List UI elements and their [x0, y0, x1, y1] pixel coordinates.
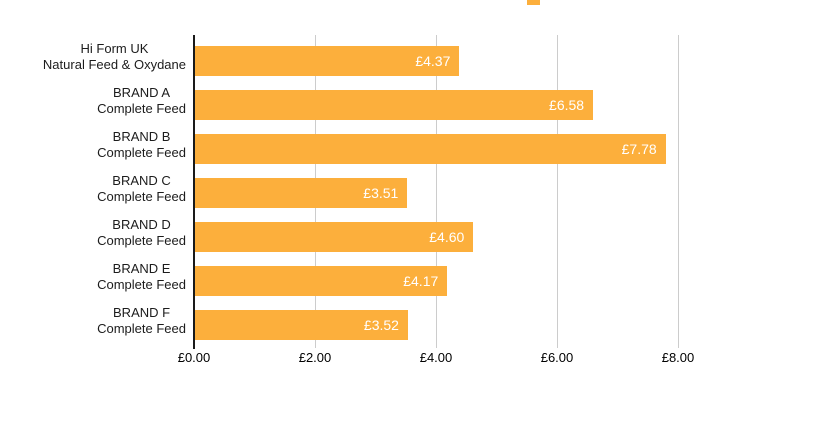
legend-swatch: [527, 0, 540, 5]
gridline: [557, 35, 558, 348]
x-axis-tick-label: £0.00: [177, 350, 211, 365]
category-label-lines: BRAND F Complete Feed: [97, 305, 186, 336]
category-label: BRAND A Complete Feed: [0, 79, 186, 123]
x-axis-tick-label: £8.00: [661, 350, 695, 365]
bar: £7.78: [195, 134, 666, 164]
bar-value-label: £4.60: [429, 229, 465, 245]
category-label-lines: BRAND E Complete Feed: [97, 261, 186, 292]
category-label: BRAND F Complete Feed: [0, 299, 186, 343]
x-axis-tick-label: £6.00: [540, 350, 574, 365]
category-label: BRAND B Complete Feed: [0, 123, 186, 167]
bar-value-label: £6.58: [549, 97, 585, 113]
bar-value-label: £3.52: [363, 317, 399, 333]
bar-value-label: £4.37: [415, 53, 451, 69]
bar-value-label: £3.51: [363, 185, 399, 201]
category-label-lines: BRAND A Complete Feed: [97, 85, 186, 116]
category-label-lines: Hi Form UK Natural Feed & Oxydane: [42, 41, 186, 72]
bar: £4.60: [195, 222, 474, 252]
x-axis-tick-label: £2.00: [298, 350, 332, 365]
bar: £3.52: [195, 310, 408, 340]
category-label-lines: BRAND D Complete Feed: [97, 217, 186, 248]
bar-value-label: £7.78: [621, 141, 657, 157]
category-label: BRAND E Complete Feed: [0, 255, 186, 299]
category-label: BRAND D Complete Feed: [0, 211, 186, 255]
y-axis-baseline: [193, 35, 195, 349]
bar: £4.17: [195, 266, 448, 296]
gridline: [436, 35, 437, 348]
x-axis-tick-label: £4.00: [419, 350, 453, 365]
bar: £3.51: [195, 178, 408, 208]
gridline: [678, 35, 679, 348]
category-label-lines: BRAND C Complete Feed: [97, 173, 186, 204]
bar: £4.37: [195, 46, 460, 76]
bar-value-label: £4.17: [403, 273, 439, 289]
category-label: Hi Form UK Natural Feed & Oxydane: [0, 35, 186, 79]
bar: £6.58: [195, 90, 594, 120]
category-label-lines: BRAND B Complete Feed: [97, 129, 186, 160]
category-label: BRAND C Complete Feed: [0, 167, 186, 211]
